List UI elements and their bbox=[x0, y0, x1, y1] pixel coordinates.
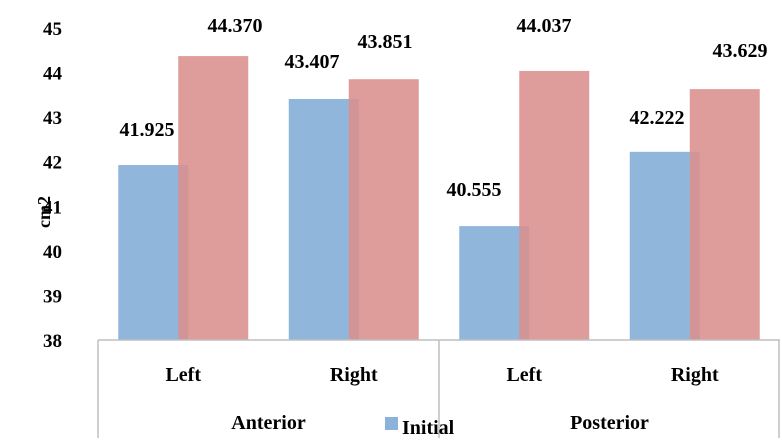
group-label: Posterior bbox=[570, 412, 649, 434]
bar-series-2-3 bbox=[519, 70, 590, 340]
y-tick-label: 43 bbox=[43, 108, 62, 129]
y-tick-label: 42 bbox=[43, 153, 62, 174]
bar-series-2-1 bbox=[178, 56, 249, 340]
data-label: 44.370 bbox=[208, 15, 263, 37]
legend: Initial bbox=[385, 417, 455, 439]
bar-series-2-2 bbox=[348, 79, 419, 340]
category-label: Left bbox=[165, 364, 201, 386]
group-label: Anterior bbox=[231, 412, 306, 434]
y-tick-label: 38 bbox=[43, 331, 62, 352]
data-label: 41.925 bbox=[120, 119, 175, 141]
category-label: Left bbox=[506, 364, 542, 386]
data-label: 43.851 bbox=[358, 31, 413, 53]
category-label: Right bbox=[330, 364, 378, 386]
data-label: 44.037 bbox=[517, 15, 572, 37]
y-tick-label: 40 bbox=[43, 242, 62, 263]
y-tick-label: 45 bbox=[43, 19, 62, 40]
data-label: 43.407 bbox=[285, 51, 340, 73]
y-tick-label: 44 bbox=[43, 64, 63, 85]
bar-series-1-3 bbox=[459, 226, 530, 340]
category-table: Left Right Left Right Anterior Posterior bbox=[97, 339, 780, 438]
data-label: 42.222 bbox=[630, 107, 685, 129]
legend-label-initial: Initial bbox=[402, 417, 455, 439]
plot-area: 41.925 44.370 43.407 43.851 40.555 44.037 42.2… bbox=[118, 15, 768, 341]
bar-series-2-4 bbox=[689, 89, 760, 341]
y-axis-label: cm2 bbox=[34, 196, 54, 228]
y-tick-label: 41 bbox=[43, 197, 62, 218]
bar-series-1-2 bbox=[288, 99, 359, 340]
y-axis: 38 39 40 41 42 43 44 45 bbox=[43, 19, 63, 352]
data-label: 40.555 bbox=[447, 179, 502, 201]
y-tick-label: 39 bbox=[43, 286, 62, 307]
bar-series-1-4 bbox=[629, 151, 700, 340]
category-label: Right bbox=[671, 364, 719, 386]
legend-swatch-initial bbox=[385, 417, 398, 430]
bar-series-1-1 bbox=[118, 165, 189, 340]
data-label: 43.629 bbox=[713, 40, 768, 62]
